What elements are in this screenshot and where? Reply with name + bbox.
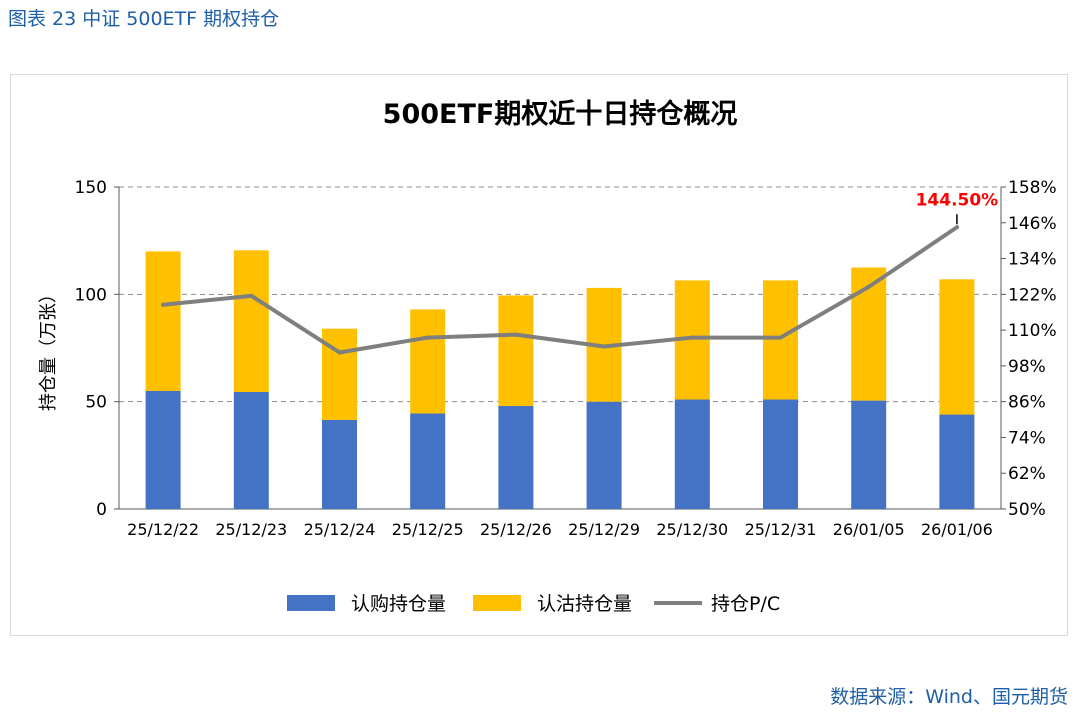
put-bar [145, 251, 181, 391]
y2-tick-label: 74% [1008, 428, 1046, 448]
x-tick-label: 26/01/06 [921, 520, 993, 539]
x-tick-label: 25/12/23 [215, 520, 287, 539]
y2-tick-label: 50% [1008, 500, 1046, 520]
y2-tick-label: 134% [1008, 250, 1057, 270]
call-bar [586, 401, 622, 509]
y-tick-label: 150 [75, 178, 107, 198]
annotation-label: 144.50% [916, 190, 999, 210]
y2-tick-label: 122% [1008, 285, 1057, 305]
put-bar [498, 295, 534, 406]
call-bar [410, 413, 446, 509]
x-tick-label: 25/12/24 [304, 520, 376, 539]
x-tick-label: 25/12/25 [392, 520, 464, 539]
call-bar [322, 419, 357, 509]
figure-caption: 图表 23 中证 500ETF 期权持仓 [8, 8, 280, 30]
y2-tick-label: 146% [1008, 214, 1057, 234]
pc-point [425, 335, 430, 340]
pc-point [866, 284, 871, 289]
put-bar [851, 267, 887, 401]
x-tick-label: 25/12/22 [127, 520, 199, 539]
y-tick-label: 100 [75, 285, 107, 305]
y-tick-label: 50 [85, 393, 107, 413]
legend-swatch-put [473, 595, 521, 611]
x-tick-label: 25/12/30 [656, 520, 728, 539]
pc-point [249, 293, 254, 298]
y2-tick-label: 110% [1008, 321, 1057, 341]
call-bar [145, 390, 181, 509]
chart-title: 500ETF期权近十日持仓概况 [383, 99, 738, 130]
call-bar [498, 405, 534, 509]
y-axis-label: 持仓量（万张） [38, 285, 59, 411]
y2-tick-label: 158% [1008, 178, 1057, 198]
legend-label-call: 认购持仓量 [351, 593, 446, 615]
call-bar [939, 414, 975, 509]
put-bar [233, 250, 269, 393]
call-bar [851, 400, 887, 509]
pc-point [161, 302, 166, 307]
legend-label-pc: 持仓P/C [711, 593, 780, 615]
chart: 500ETF期权近十日持仓概况 0 50 100 150 50% 62% 74% 86% 98% 1… [38, 99, 1057, 615]
y2-tick-label: 86% [1008, 393, 1046, 413]
legend-label-put: 认沽持仓量 [537, 593, 632, 615]
x-tick-label: 25/12/31 [745, 520, 817, 539]
x-tick-label: 26/01/05 [833, 520, 905, 539]
pc-point [602, 344, 607, 349]
put-bar [939, 279, 975, 415]
call-bar [233, 392, 269, 509]
legend-swatch-call [287, 595, 335, 611]
pc-point [778, 335, 783, 340]
y2-tick-label: 62% [1008, 464, 1046, 484]
call-bar [674, 399, 710, 509]
x-tick-label: 25/12/29 [568, 520, 640, 539]
y-tick-label: 0 [96, 500, 107, 520]
pc-point [513, 332, 518, 337]
call-bar [763, 399, 798, 509]
put-bar [410, 309, 446, 414]
y2-tick-label: 98% [1008, 357, 1046, 377]
pc-point [954, 225, 959, 230]
chart-frame: 500ETF期权近十日持仓概况 0 50 100 150 50% 62% 74% 86% 98% 1… [10, 74, 1068, 636]
pc-point [690, 335, 695, 340]
x-tick-label: 25/12/26 [480, 520, 552, 539]
pc-point [337, 350, 342, 355]
pc-line [161, 225, 959, 355]
put-bar [763, 280, 798, 400]
data-source: 数据来源：Wind、国元期货 [830, 686, 1068, 708]
